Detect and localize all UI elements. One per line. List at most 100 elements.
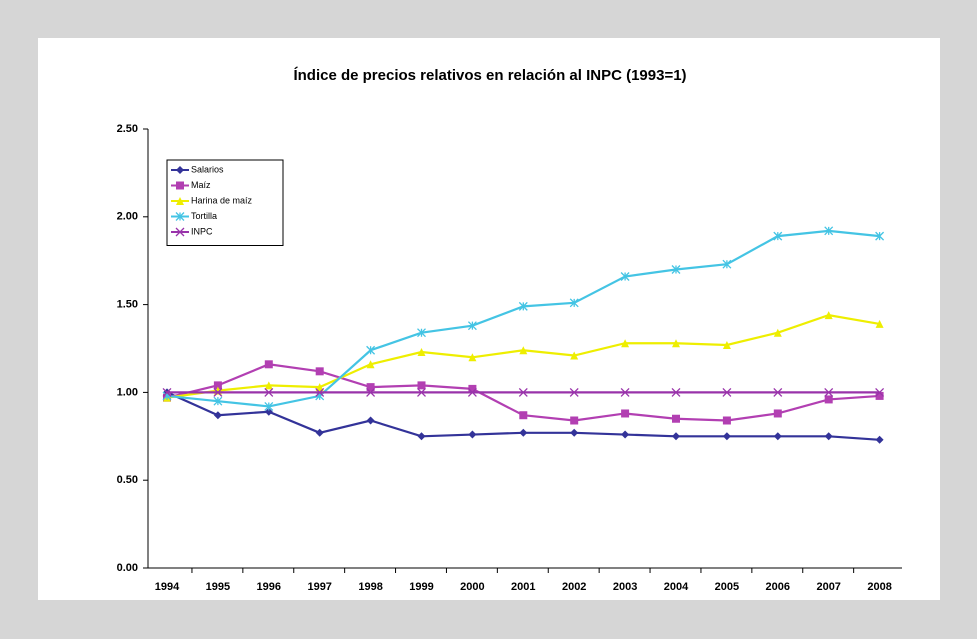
- point-marker: [264, 360, 273, 369]
- point-marker: [264, 381, 273, 390]
- legend-label: INPC: [191, 226, 213, 236]
- x-tick-label: 2002: [562, 581, 586, 593]
- point-marker: [569, 387, 579, 397]
- x-tick-label: 1997: [307, 581, 331, 593]
- x-tick-label: 2006: [766, 581, 790, 593]
- point-marker: [213, 381, 222, 390]
- marker-shape: [875, 319, 884, 328]
- point-marker: [621, 339, 630, 348]
- point-marker: [417, 328, 426, 338]
- marker-shape: [264, 401, 274, 411]
- point-marker: [773, 409, 782, 418]
- marker-shape: [315, 367, 324, 376]
- point-marker: [824, 311, 833, 320]
- marker-shape: [824, 226, 834, 236]
- marker-shape: [824, 387, 834, 397]
- point-marker: [468, 430, 477, 439]
- x-tick-label: 1994: [155, 581, 180, 593]
- marker-shape: [417, 432, 426, 441]
- marker-shape: [176, 181, 184, 190]
- marker-shape: [468, 430, 477, 439]
- point-marker: [672, 339, 680, 348]
- marker-shape: [264, 360, 273, 369]
- point-marker: [366, 360, 375, 369]
- marker-shape: [518, 387, 528, 397]
- marker-shape: [875, 391, 884, 400]
- chart-title: Índice de precios relativos en relación …: [293, 67, 686, 84]
- marker-shape: [671, 387, 681, 397]
- point-marker: [824, 432, 833, 441]
- point-marker: [366, 383, 375, 392]
- marker-shape: [570, 428, 579, 437]
- marker-shape: [315, 383, 324, 392]
- marker-shape: [417, 328, 426, 338]
- point-marker: [519, 411, 528, 420]
- point-marker: [467, 387, 477, 397]
- marker-shape: [264, 407, 273, 416]
- point-marker: [519, 428, 528, 437]
- point-marker: [722, 387, 732, 397]
- point-marker: [518, 301, 528, 311]
- y-tick-label: 0.00: [117, 562, 138, 574]
- x-tick-label: 1999: [409, 581, 433, 593]
- marker-shape: [875, 231, 885, 241]
- point-marker: [824, 395, 833, 404]
- point-marker: [417, 348, 426, 357]
- point-marker: [518, 387, 528, 397]
- marker-shape: [672, 432, 680, 441]
- point-marker: [176, 181, 184, 190]
- point-marker: [722, 259, 732, 269]
- point-marker: [417, 381, 426, 390]
- marker-shape: [366, 383, 375, 392]
- point-marker: [366, 345, 376, 355]
- marker-shape: [213, 396, 223, 406]
- y-tick-label: 0.50: [117, 474, 138, 486]
- x-tick-label: 1998: [358, 581, 382, 593]
- marker-shape: [176, 166, 184, 174]
- point-marker: [570, 351, 579, 360]
- marker-shape: [621, 430, 630, 439]
- x-tick-label: 2008: [867, 581, 891, 593]
- marker-shape: [773, 231, 783, 241]
- point-marker: [213, 411, 222, 420]
- x-tick-label: 2007: [816, 581, 840, 593]
- marker-shape: [417, 387, 426, 397]
- point-marker: [366, 416, 375, 425]
- point-marker: [875, 435, 884, 444]
- point-marker: [570, 428, 579, 437]
- marker-shape: [722, 432, 731, 441]
- point-marker: [264, 387, 274, 397]
- marker-shape: [519, 346, 528, 355]
- marker-shape: [264, 387, 274, 397]
- point-marker: [875, 387, 885, 397]
- marker-shape: [672, 339, 680, 348]
- point-marker: [621, 409, 630, 418]
- point-marker: [417, 432, 426, 441]
- point-marker: [264, 407, 273, 416]
- x-tick-label: 1996: [257, 581, 281, 593]
- marker-shape: [519, 428, 528, 437]
- point-marker: [671, 265, 681, 274]
- marker-shape: [773, 432, 782, 441]
- marker-shape: [315, 387, 325, 397]
- x-tick-label: 2003: [613, 581, 637, 593]
- marker-shape: [620, 272, 630, 281]
- marker-shape: [722, 340, 731, 349]
- point-marker: [773, 432, 782, 441]
- marker-shape: [213, 381, 222, 390]
- marker-shape: [569, 298, 579, 308]
- y-tick-label: 1.50: [117, 299, 138, 311]
- point-marker: [213, 387, 223, 397]
- point-marker: [773, 231, 783, 241]
- x-tick-label: 1995: [206, 581, 230, 593]
- point-marker: [264, 401, 274, 411]
- x-tick-label: 2004: [664, 581, 689, 593]
- x-tick-label: 2000: [460, 581, 484, 593]
- x-tick-label: 2005: [715, 581, 739, 593]
- point-marker: [366, 387, 376, 397]
- x-tick-label: 2001: [511, 581, 535, 593]
- marker-shape: [213, 411, 222, 420]
- y-tick-label: 2.50: [117, 123, 138, 135]
- marker-shape: [773, 387, 783, 397]
- point-marker: [672, 414, 680, 423]
